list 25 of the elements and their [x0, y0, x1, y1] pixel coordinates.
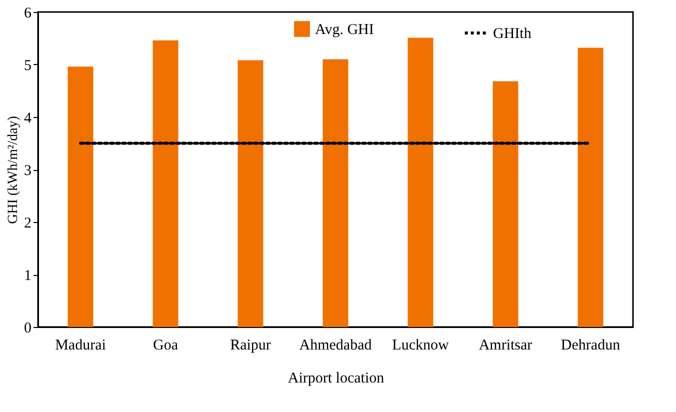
legend-label: GHIth — [493, 26, 532, 42]
x-axis-title: Airport location — [288, 370, 385, 386]
bar — [322, 59, 348, 327]
y-tick-label: 1 — [24, 268, 32, 284]
y-tick-label: 6 — [24, 6, 32, 22]
bar — [578, 48, 604, 327]
bar — [408, 38, 434, 327]
x-tick-label: Dehradun — [560, 338, 621, 354]
x-tick-label: Ahmedabad — [299, 338, 372, 354]
x-tick-label: Amritsar — [478, 338, 532, 354]
y-tick-label: 5 — [24, 58, 32, 74]
bar — [238, 60, 264, 327]
y-tick-label: 2 — [24, 216, 32, 232]
bar — [68, 66, 94, 327]
y-tick-label: 4 — [24, 110, 32, 126]
x-tick-label: Madurai — [55, 338, 106, 354]
x-tick-label: Goa — [153, 338, 178, 354]
legend-label: Avg. GHI — [315, 22, 374, 38]
y-axis-title: GHI (kWh/m²/day) — [6, 116, 21, 224]
x-tick-label: Lucknow — [392, 338, 449, 354]
y-tick-label: 3 — [24, 163, 32, 179]
bar — [492, 81, 518, 327]
bar — [152, 40, 178, 327]
y-tick-label: 0 — [24, 320, 32, 336]
x-tick-label: Raipur — [230, 338, 271, 354]
